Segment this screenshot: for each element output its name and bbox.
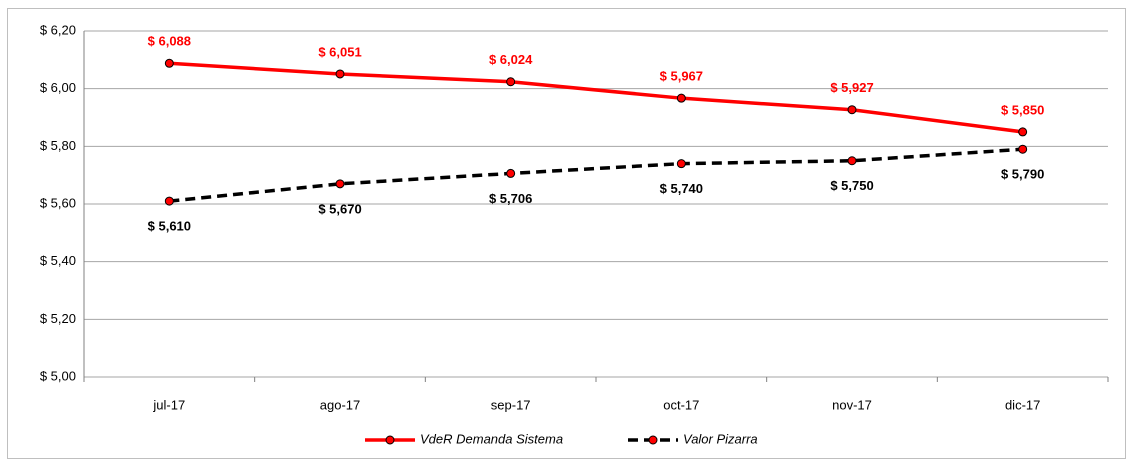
x-tick-label: jul-17 [152,397,185,412]
x-tick-label: dic-17 [1005,397,1040,412]
data-label: $ 6,088 [148,34,191,49]
data-label: $ 5,967 [660,69,703,84]
data-point [506,168,516,178]
y-tick-label: $ 5,20 [40,311,76,326]
y-tick-label: $ 6,00 [40,80,76,95]
x-tick-label: sep-17 [491,397,531,412]
series-line [169,147,1023,203]
data-label: $ 6,024 [489,52,533,67]
data-label: $ 5,750 [830,178,873,193]
data-label: $ 5,610 [148,219,191,234]
legend-label: Valor Pizarra [683,431,758,446]
series-line [169,61,1023,134]
data-point [676,93,686,103]
x-tick-label: nov-17 [832,397,872,412]
data-label: $ 5,670 [318,201,361,216]
data-label: $ 5,790 [1001,167,1044,182]
data-point [164,58,174,68]
data-point [335,69,345,79]
data-label: $ 5,706 [489,191,532,206]
legend-label: VdeR Demanda Sistema [420,431,563,446]
data-point [164,196,174,206]
data-point [1018,127,1028,137]
y-tick-label: $ 5,40 [40,253,76,268]
data-label: $ 6,051 [318,44,361,59]
data-point [676,159,686,169]
legend-marker [385,435,395,445]
data-label: $ 5,850 [1001,102,1044,117]
chart-border [7,8,1126,459]
y-tick-label: $ 5,60 [40,195,76,210]
data-point [847,156,857,166]
data-point [1018,144,1028,154]
y-tick-label: $ 5,80 [40,138,76,153]
data-point [335,179,345,189]
y-tick-label: $ 5,00 [40,368,76,383]
y-tick-label: $ 6,20 [40,22,76,37]
data-label: $ 5,927 [830,80,873,95]
x-tick-label: oct-17 [663,397,699,412]
legend-marker [648,435,658,445]
x-tick-label: ago-17 [320,397,360,412]
data-point [847,105,857,115]
data-label: $ 5,740 [660,181,703,196]
data-point [506,77,516,87]
